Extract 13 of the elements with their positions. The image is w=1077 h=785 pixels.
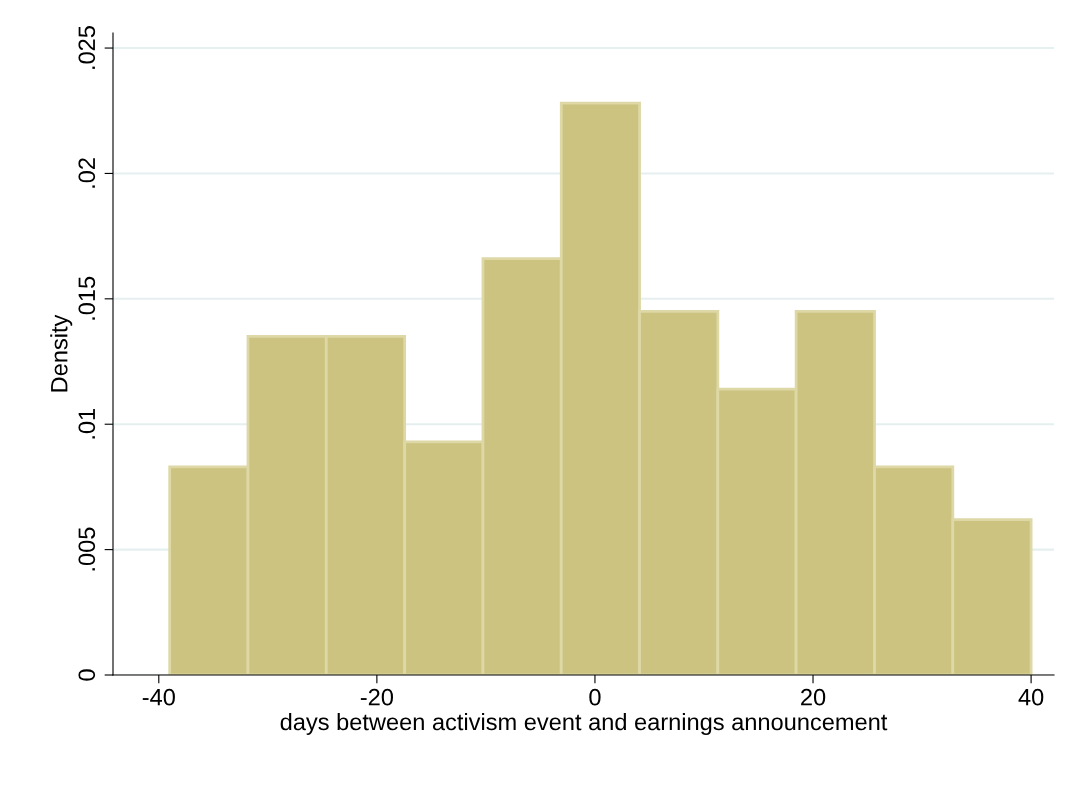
- y-tick-label: 0: [78, 669, 96, 681]
- y-tick-label: .02: [78, 158, 96, 188]
- x-tick-label: -40: [142, 688, 175, 706]
- y-axis-title: Density: [50, 314, 73, 392]
- y-tick-label: .01: [78, 408, 96, 439]
- x-axis-title: days between activism event and earnings announcement: [280, 712, 888, 735]
- y-tick-label: .005: [78, 527, 96, 571]
- x-tick-label: 40: [1018, 688, 1044, 706]
- x-tick-label: 0: [589, 688, 601, 706]
- y-tick-label: .025: [78, 26, 96, 69]
- x-tick-label: 20: [801, 688, 826, 706]
- x-tick-label: -20: [360, 688, 394, 706]
- y-tick-label: .015: [78, 276, 96, 320]
